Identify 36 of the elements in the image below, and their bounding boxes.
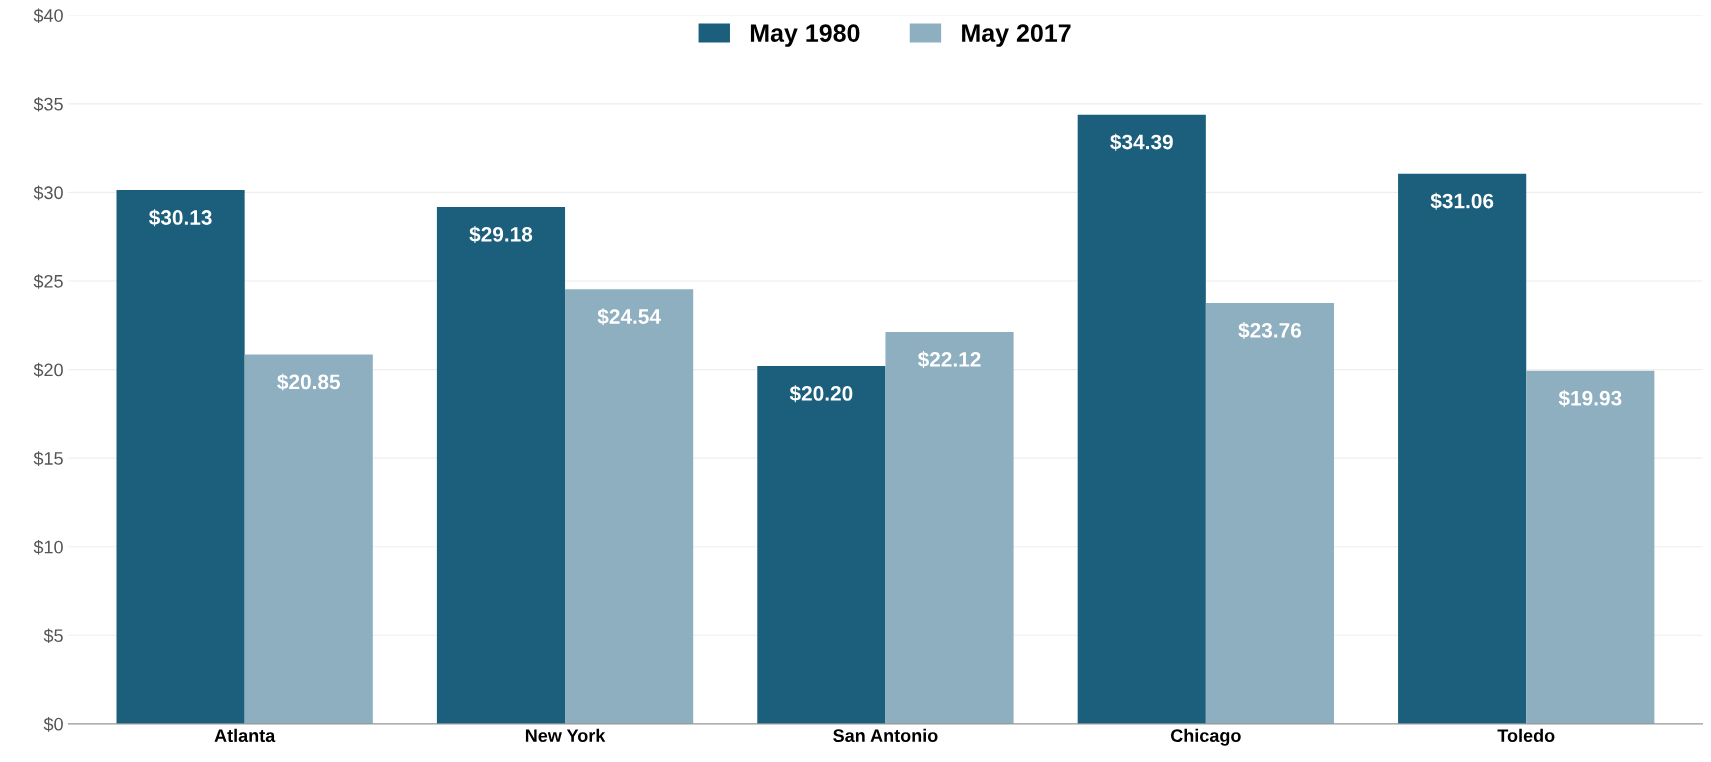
bar	[757, 366, 886, 724]
bar	[244, 354, 373, 724]
x-tick-label: Atlanta	[214, 728, 276, 743]
legend-label: May 1980	[750, 24, 860, 47]
bar	[1398, 173, 1527, 724]
y-tick-label: $10	[33, 539, 63, 555]
data-label: $19.93	[1558, 389, 1622, 407]
x-tick-label: Chicago	[1170, 728, 1241, 746]
y-tick-label: $0	[43, 717, 63, 732]
data-label: $23.76	[1238, 322, 1302, 340]
y-tick-label: $30	[33, 185, 63, 201]
x-tick-label: Toledo	[1497, 728, 1555, 743]
data-label: $20.85	[277, 373, 341, 391]
bar	[1205, 302, 1334, 724]
data-label: $20.20	[789, 385, 853, 403]
data-label: $34.39	[1110, 133, 1173, 151]
x-tick-label: San Antonio	[833, 728, 938, 743]
data-label: $29.18	[469, 226, 533, 244]
bar	[1077, 114, 1206, 724]
data-label: $31.06	[1430, 192, 1494, 210]
bar	[116, 190, 245, 724]
y-tick-label: $25	[33, 274, 63, 289]
bar	[565, 289, 694, 724]
y-tick-label: $40	[33, 8, 63, 24]
bar	[885, 332, 1014, 724]
y-tick-label: $5	[43, 628, 63, 644]
bar	[1526, 370, 1655, 724]
legend-label: May 2017	[962, 24, 1071, 47]
y-tick-label: $15	[33, 451, 63, 466]
y-tick-label: $35	[33, 97, 63, 112]
x-tick-label: New York	[525, 728, 606, 743]
data-label: $30.13	[148, 209, 212, 227]
data-label: $24.54	[597, 308, 661, 326]
data-label: $22.12	[917, 351, 981, 369]
y-tick-label: $20	[33, 362, 63, 378]
bar	[436, 206, 566, 724]
